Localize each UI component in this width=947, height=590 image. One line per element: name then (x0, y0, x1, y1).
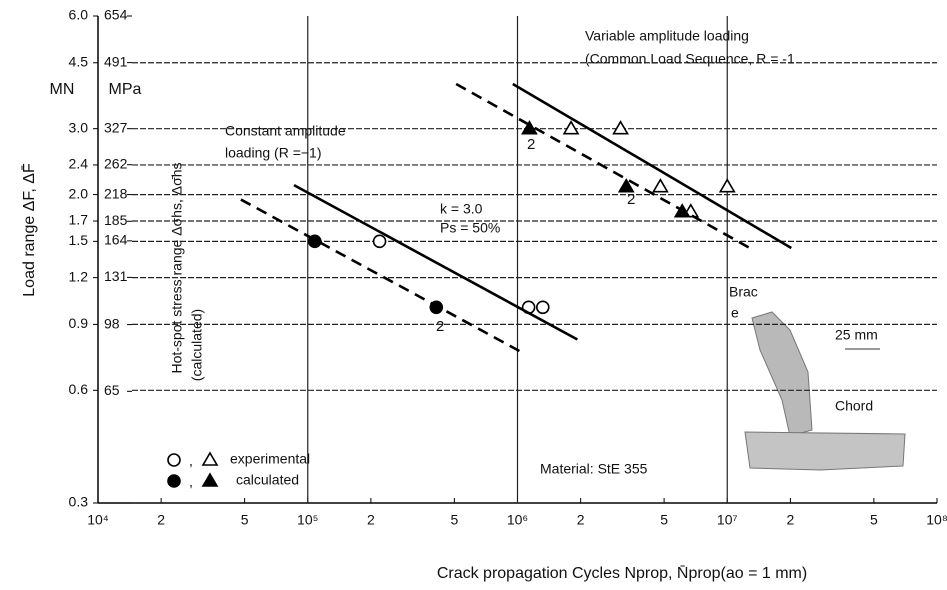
y-tick-label: 1.2 (69, 268, 89, 284)
y-tick-label: 1.7 (69, 212, 89, 228)
x-axis-label: Crack propagation Cycles Nprop, N̄prop(a… (437, 565, 807, 582)
brace-shape (751, 311, 813, 437)
y2-tick-label: 327 (104, 119, 128, 135)
x-tick-label: 10⁴ (87, 512, 109, 528)
annotation: e (731, 305, 739, 321)
x-tick-label: 2 (786, 512, 794, 528)
data-point (562, 120, 580, 135)
annotation: 2 (527, 136, 535, 153)
legend-label: experimental (230, 451, 310, 467)
annotation: Material: StE 355 (540, 461, 648, 477)
x-tick-label: 10⁸ (926, 512, 947, 528)
chord-shape (744, 431, 906, 471)
fit-line (293, 183, 579, 341)
y-tick-label: 4.5 (69, 53, 89, 69)
x-tick-label: 2 (577, 512, 585, 528)
legend-marker (201, 472, 219, 487)
y-tick-label: 3.0 (69, 119, 89, 135)
annotation: Chord (835, 398, 873, 414)
data-point (617, 178, 635, 193)
data-point (612, 120, 629, 135)
annotation: 2 (627, 191, 635, 208)
legend-label: calculated (236, 472, 299, 488)
data-point (372, 234, 387, 249)
legend-marker (201, 451, 219, 466)
annotation: Ps = 50% (440, 220, 500, 236)
y-tick-label: 0.6 (69, 381, 89, 397)
x-tick-label: 2 (157, 512, 165, 528)
y2-tick-label: 185 (104, 212, 128, 228)
x-tick-label: 5 (660, 512, 668, 528)
x-tick-label: 5 (450, 512, 458, 528)
x-tick-label: 10⁶ (507, 512, 528, 528)
data-point (651, 178, 669, 193)
specimen-photo (744, 311, 906, 471)
annotation: loading (R =−1) (225, 145, 322, 161)
y2-axis-label: Hot-spot stress range Δσhs, Δσ̄hs (169, 162, 185, 373)
y2-tick-label: 654 (104, 7, 128, 23)
y-tick-label: 0.3 (69, 494, 89, 510)
legend-marker (167, 474, 181, 488)
fit-line (512, 82, 792, 250)
x-tick-label: 5 (870, 512, 878, 528)
y-unit: MN (50, 81, 75, 98)
x-tick-label: 2 (367, 512, 375, 528)
y2-tick-label: 491 (104, 53, 128, 69)
annotation: Constant amplitude (225, 123, 346, 139)
annotation: 25 mm (835, 327, 878, 343)
data-point (521, 120, 538, 135)
y2-axis-note: (calculated) (189, 309, 205, 381)
x-tick-label: 10⁵ (297, 512, 318, 528)
y2-tick-label: 164 (104, 232, 128, 248)
y2-tick-label: 262 (104, 155, 128, 171)
data-point (718, 178, 736, 193)
y2-tick-label: 98 (104, 315, 120, 331)
x-tick-label: 5 (241, 512, 249, 528)
annotation: 2 (436, 318, 444, 335)
legend-separator: , (189, 474, 193, 490)
data-point (535, 300, 550, 315)
annotation: (Common Load Sequence, R = -1 (585, 51, 795, 67)
x-tick-label: 10⁷ (717, 512, 738, 528)
fit-line (455, 82, 753, 251)
annotation: Variable amplitude loading (585, 28, 749, 44)
y-tick-label: 1.5 (69, 232, 89, 248)
y-tick-label: 6.0 (69, 7, 89, 23)
annotation: k = 3.0 (440, 201, 483, 217)
y2-unit: MPa (109, 81, 142, 98)
y-axis-label: Load range ΔF, ΔF̄ (21, 163, 38, 297)
legend-separator: , (189, 453, 193, 469)
y2-tick-label: 131 (104, 268, 128, 284)
legend-marker (167, 453, 181, 467)
y-tick-label: 2.4 (69, 156, 89, 172)
y-tick-label: 2.0 (69, 185, 89, 201)
y-tick-label: 0.9 (69, 315, 89, 331)
y2-tick-label: 65 (104, 382, 120, 398)
y2-tick-label: 218 (104, 185, 128, 201)
annotation: Brac (729, 284, 758, 300)
